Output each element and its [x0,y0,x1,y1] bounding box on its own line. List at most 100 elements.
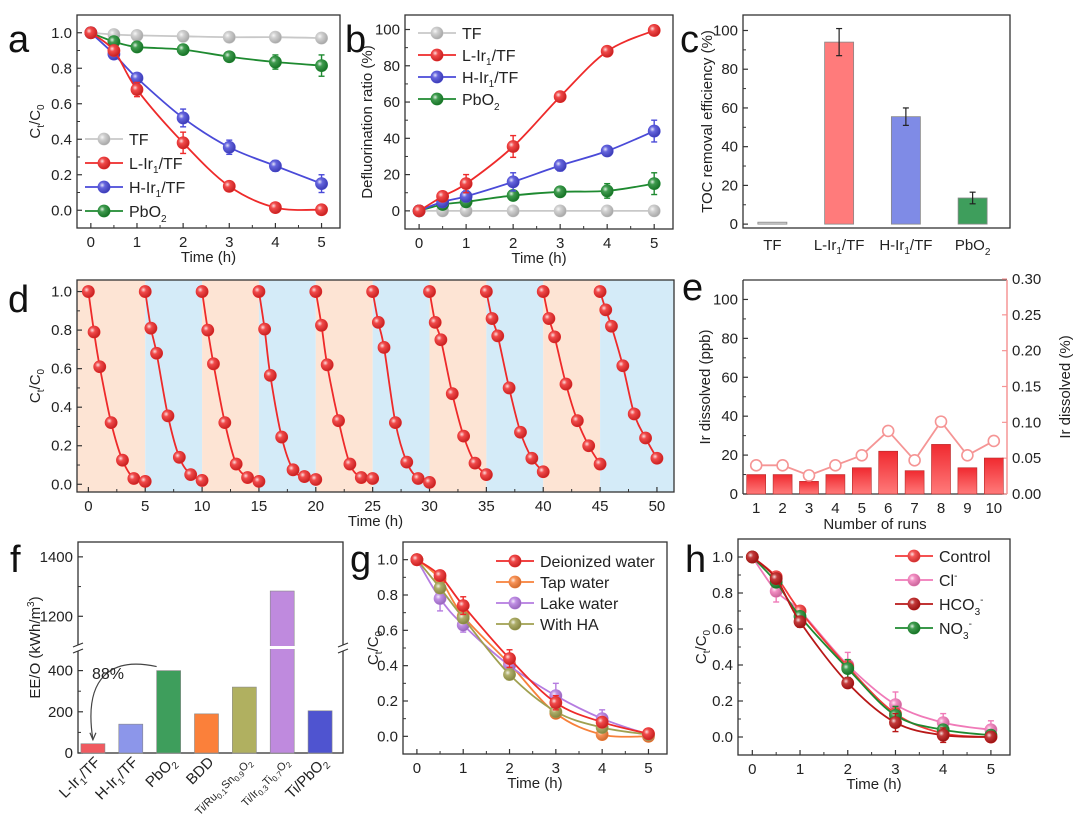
panel-h-series-line [751,556,992,731]
panel-e-line-marker [776,459,789,472]
panel-f-axis-break-mark [72,642,84,648]
panel-a-ytick-label: 1.0 [51,25,72,42]
panel-g-data-point-highlight [457,599,470,612]
panel-h-xtick-label: 2 [844,761,852,778]
panel-g-xlabel: Time (h) [507,775,562,792]
panel-d-data-point-highlight [594,458,607,471]
panel-h-ylabel: Ct/C0 [693,629,713,664]
panel-a-series-h-ir1-tf [84,26,328,194]
panel-d-data-point-highlight [559,378,572,391]
panel-a-ylabel: Ct/C0 [27,104,47,139]
panel-e-xtick-label: 1 [752,500,760,517]
panel-b-data-point-highlight [460,204,473,217]
panel-h-data-point-highlight [770,572,783,585]
panel-e-ytick-label: 20 [721,447,738,464]
panel-b-legend-label: PbO2 [462,92,500,113]
panel-f-category-label: Ti/PbO2 [282,753,333,804]
panel-d-data-point-highlight [196,285,209,298]
panel-f-ytick-label: 1400 [40,549,73,566]
panel-a-data-point-highlight [130,40,143,53]
panel-h-ytick-label: 0.8 [712,585,733,602]
panel-a-legend-marker-highlight [98,181,110,193]
panel-b-data-point-highlight [554,159,567,172]
panel-f-ytick-label: 400 [48,663,73,680]
panel-a-data-point-highlight [177,43,190,56]
panel-g-series-line [416,559,649,736]
panel-a-xtick-label: 2 [179,234,187,251]
panel-d-data-point-highlight [150,347,163,360]
panel-b-xtick-label: 1 [462,235,470,252]
panel-d-data-point-highlight [184,468,197,481]
panel-d-band [258,280,316,492]
panel-b-legend-label: H-Ir1/TF [462,70,518,90]
panel-e-xtick-label: 3 [805,500,813,517]
panel-e-ytick-right-label: 0.00 [1012,486,1041,503]
panel-d-data-point-highlight [650,452,663,465]
panel-f-bar [232,686,257,754]
panel-c-bar [757,221,788,225]
panel-f-ytick-label: 1200 [40,608,73,625]
panel-d-data-point-highlight [309,285,322,298]
panel-d-ytick-label: 0.4 [51,399,72,416]
panel-a-data-point-highlight [269,201,282,214]
panel-c-ytick-label: 0 [730,216,738,233]
panel-d-data-point-highlight [639,432,652,445]
panel-h-ytick-label: 0.0 [712,729,733,746]
panel-d-data-point-highlight [275,431,288,444]
panel-g-data-point-highlight [596,716,609,729]
panel-d-data-point-highlight [491,329,504,342]
panel-h-series-control [745,550,998,744]
panel-f-category-label: H-Ir1/TF [92,754,144,806]
panel-a-legend-label: PbO2 [129,204,167,225]
panel-a-data-point-highlight [315,32,328,45]
panel-e-ylabel-text: Ir dissolved (ppb) [697,329,714,444]
panel-d-cycle-6 [366,285,436,489]
panel-d-data-point-highlight [127,472,140,485]
panel-a-data-point-highlight [269,31,282,44]
panel-h-legend-marker-highlight [908,550,920,562]
panel-g-ytick-label: 0.6 [377,622,398,639]
panel-label-g: g [350,539,371,581]
panel-d-data-point-highlight [582,439,595,452]
panel-h-legend-marker-highlight [908,622,920,634]
panel-h-series-line [751,556,991,738]
panel-d-data-point-highlight [429,316,442,329]
panel-b-data-point-highlight [554,204,567,217]
panel-g-legend-label: Tap water [540,575,610,592]
panel-label-f: f [10,539,21,581]
panel-e-ytick-right-label: 0.15 [1012,379,1041,396]
panel-d-xtick-label: 45 [592,498,609,515]
panel-f-bar [80,743,106,754]
panel-a-data-point-highlight [223,180,236,193]
panel-d-data-point-highlight [144,322,157,335]
panel-a-series-line [90,31,322,39]
panel-g-ytick-label: 0.0 [377,728,398,745]
panel-a-data-point-highlight [315,59,328,72]
panel-d-data-point-highlight [537,465,550,478]
panel-c-ytick-label: 40 [721,139,738,156]
panel-a-xlabel: Time (h) [181,249,236,266]
panel-b-ylabel: Defluorination ratio (%) [359,45,376,198]
panel-b-legend-marker-highlight [431,49,443,61]
panel-e-ytick-label: 40 [721,408,738,425]
panel-g-data-point-highlight [642,727,655,740]
panel-f-ytick-label: 200 [48,704,73,721]
panel-g-series-line [416,559,649,736]
panel-label-d: d [8,279,29,321]
panel-b-ytick-label: 40 [383,130,400,147]
panel-d-data-point-highlight [105,416,118,429]
panel-b-data-point-highlight [436,190,449,203]
panel-d-data-point-highlight [298,470,311,483]
panel-h-xtick-label: 1 [796,761,804,778]
panel-g-data-point-highlight [503,652,516,665]
panel-d-data-point-highlight [378,341,391,354]
panel-d-data-point-highlight [542,312,555,325]
panel-e-ytick-right-label: 0.05 [1012,450,1041,467]
panel-d-data-point-highlight [599,303,612,316]
panel-b-legend-marker-highlight [431,27,443,39]
panel-e-xtick-label: 4 [831,500,839,517]
panel-d-data-point-highlight [252,285,265,298]
panel-a-xtick-label: 1 [133,234,141,251]
panel-e-ytick-right-label: 0.10 [1012,414,1041,431]
panel-h-data-point-highlight [984,731,997,743]
